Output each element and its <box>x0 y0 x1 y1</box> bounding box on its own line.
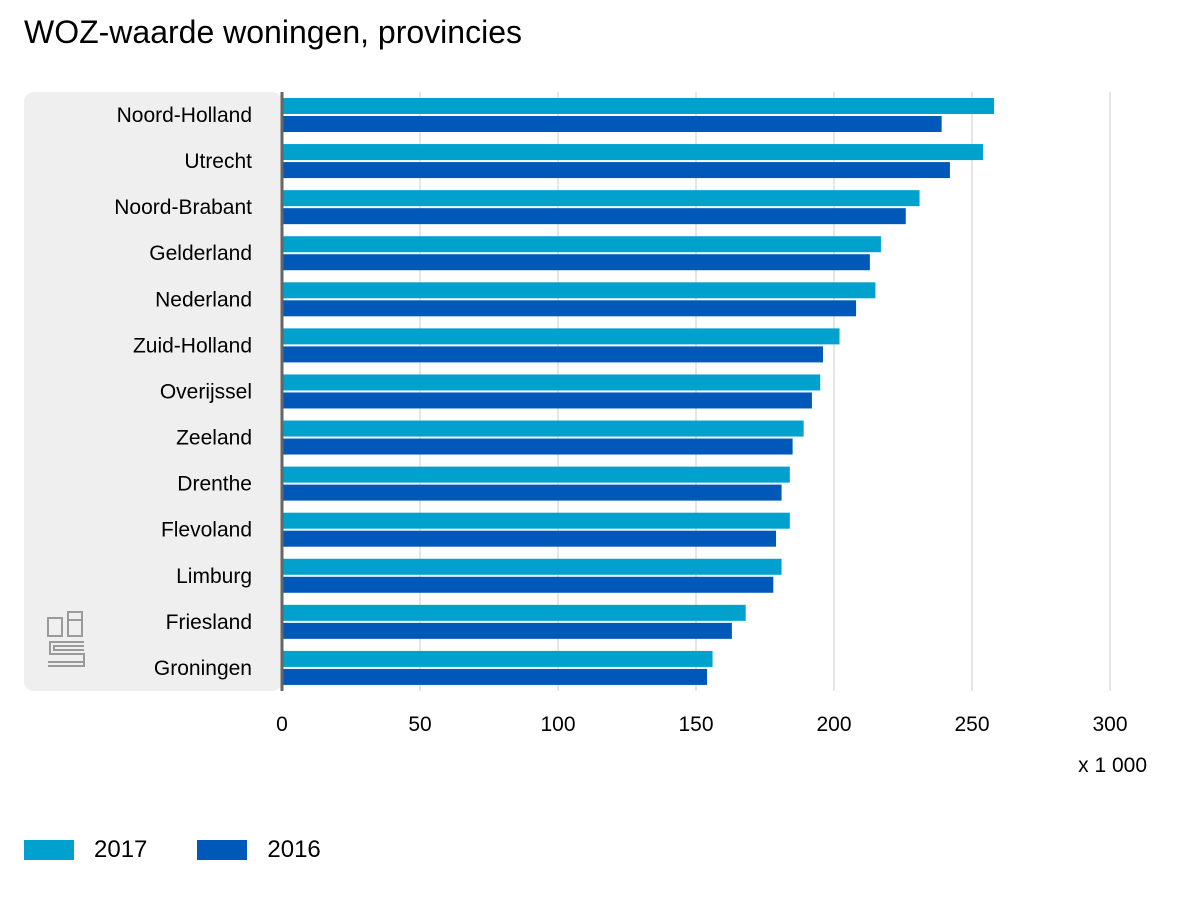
bar-2016-noord-brabant <box>282 208 906 225</box>
bar-2017-gelderland <box>282 236 881 253</box>
category-labels: Noord-Holland Utrecht Noord-Brabant Gelderl… <box>114 104 252 680</box>
category-label: Overijssel <box>160 380 252 403</box>
legend-swatch-2017 <box>24 840 74 860</box>
bar-2016-limburg <box>282 576 774 593</box>
cbs-logo-icon <box>47 611 85 667</box>
chart-title: WOZ-waarde woningen, provincies <box>24 14 522 50</box>
category-label: Noord-Holland <box>117 104 252 127</box>
tick-label: 0 <box>276 713 288 736</box>
tick-labels: 0 50 100 150 200 250 300 <box>276 713 1127 736</box>
category-label: Flevoland <box>161 519 252 542</box>
category-label: Zuid-Holland <box>133 334 252 357</box>
tick-label: 200 <box>816 713 851 736</box>
tick-label: 100 <box>540 713 575 736</box>
legend-item-2016: 2016 <box>197 836 321 864</box>
category-label: Nederland <box>155 288 252 311</box>
legend-swatch-2016 <box>197 840 248 860</box>
bar-2016-drenthe <box>282 484 782 501</box>
bar-2016-zeeland <box>282 438 793 455</box>
category-label: Drenthe <box>177 473 252 496</box>
bar-2017-groningen <box>282 650 713 667</box>
bar-2016-noord-holland <box>282 116 942 132</box>
bar-2016-groningen <box>282 668 708 685</box>
bar-2016-zuid-holland <box>282 346 823 363</box>
bar-2016-flevoland <box>282 530 777 547</box>
bar-2017-flevoland <box>282 512 790 529</box>
bar-2017-overijssel <box>282 374 821 391</box>
bar-2017-drenthe <box>282 466 790 483</box>
bar-2016-gelderland <box>282 254 870 271</box>
category-panel <box>24 92 282 691</box>
legend-label-2016: 2016 <box>267 836 321 863</box>
bar-chart: Noord-Holland Utrecht Noord-Brabant Gelderl… <box>24 92 1147 777</box>
bar-2017-utrecht <box>282 144 984 161</box>
bar-2016-friesland <box>282 622 732 639</box>
bar-2016-utrecht <box>282 162 950 179</box>
bar-2016-nederland <box>282 300 857 317</box>
category-label: Noord-Brabant <box>114 196 252 219</box>
tick-label: 150 <box>678 713 713 736</box>
tick-label: 50 <box>408 713 431 736</box>
unit-label: x 1 000 <box>1078 754 1147 777</box>
bar-2017-noord-brabant <box>282 190 920 207</box>
legend-label-2017: 2017 <box>94 836 148 863</box>
category-label: Limburg <box>176 565 252 588</box>
grid-lines <box>419 92 1111 691</box>
legend-item-2017: 2017 <box>24 836 147 864</box>
category-label: Gelderland <box>149 242 252 265</box>
category-label: Friesland <box>166 611 252 634</box>
bars-group <box>282 98 995 685</box>
legend: 2017 2016 <box>24 836 371 864</box>
bar-2017-noord-holland <box>282 98 995 114</box>
bar-2017-zeeland <box>282 420 804 437</box>
bar-2016-overijssel <box>282 392 812 409</box>
bar-2017-zuid-holland <box>282 328 840 345</box>
bar-2017-friesland <box>282 604 746 621</box>
category-label: Zeeland <box>176 427 252 450</box>
tick-label: 300 <box>1092 713 1127 736</box>
bar-2017-nederland <box>282 282 876 299</box>
bar-2017-limburg <box>282 558 782 575</box>
category-label: Groningen <box>154 657 252 680</box>
category-label: Utrecht <box>184 150 252 173</box>
tick-label: 250 <box>954 713 989 736</box>
